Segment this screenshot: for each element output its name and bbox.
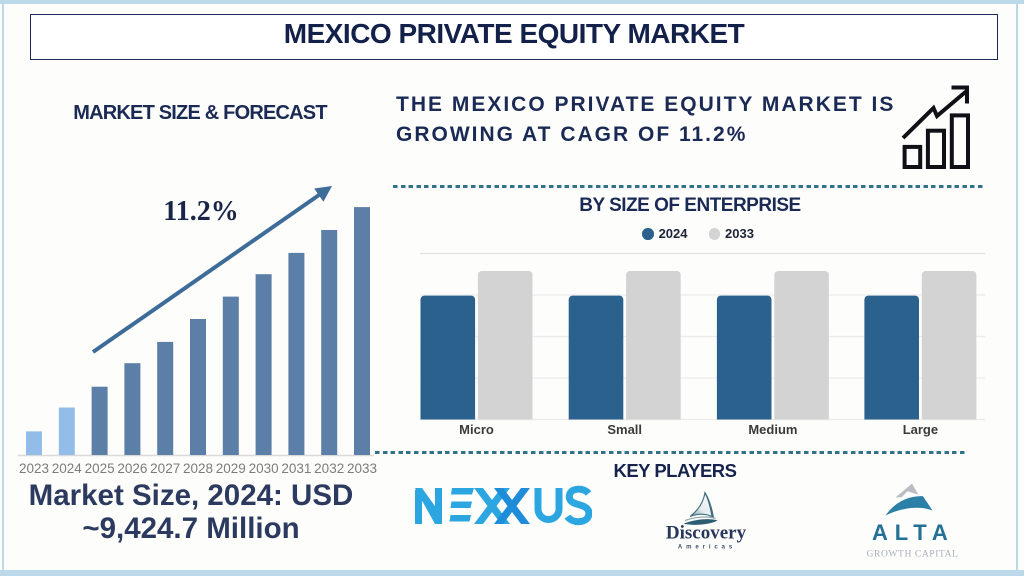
- svg-text:Small: Small: [607, 422, 642, 437]
- svg-text:11.2%: 11.2%: [163, 196, 238, 227]
- svg-text:Large: Large: [903, 422, 938, 437]
- svg-text:2026: 2026: [117, 461, 147, 476]
- svg-text:Medium: Medium: [748, 422, 797, 437]
- svg-text:2031: 2031: [281, 461, 311, 476]
- svg-text:2027: 2027: [150, 461, 180, 476]
- svg-text:Micro: Micro: [459, 422, 494, 437]
- svg-text:2023: 2023: [19, 461, 49, 476]
- svg-text:2029: 2029: [216, 461, 246, 476]
- svg-text:Americas: Americas: [678, 545, 736, 551]
- svg-text:2030: 2030: [249, 461, 279, 476]
- svg-text:2032: 2032: [314, 461, 344, 476]
- svg-text:ALTA: ALTA: [872, 520, 955, 545]
- svg-text:2024: 2024: [52, 461, 83, 476]
- svg-text:2033: 2033: [347, 461, 377, 476]
- svg-text:2025: 2025: [85, 461, 115, 476]
- svg-text:2028: 2028: [183, 461, 213, 476]
- svg-text:Discovery: Discovery: [666, 523, 747, 544]
- svg-text:GROWTH CAPITAL: GROWTH CAPITAL: [867, 549, 959, 560]
